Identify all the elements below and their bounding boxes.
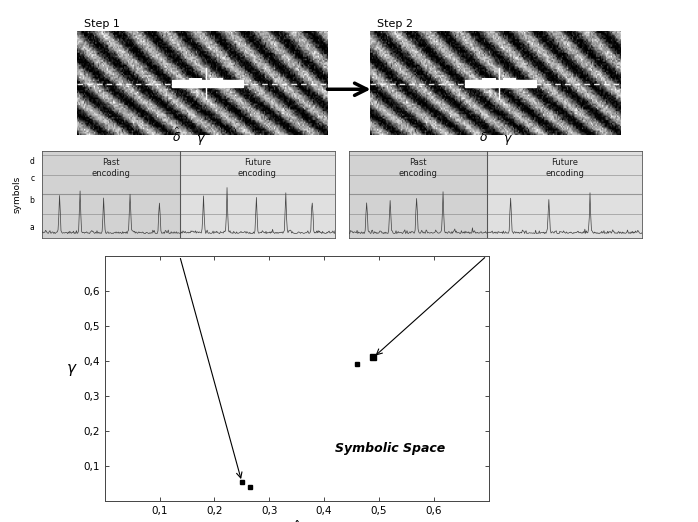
Text: Past
encoding: Past encoding bbox=[91, 158, 131, 177]
Text: $\gamma$: $\gamma$ bbox=[503, 133, 513, 147]
X-axis label: $\hat{\delta}$: $\hat{\delta}$ bbox=[291, 519, 302, 522]
Bar bbox=[179, 151, 335, 238]
Text: Future
encoding: Future encoding bbox=[545, 158, 584, 177]
Bar bbox=[487, 151, 642, 238]
Text: b: b bbox=[30, 196, 34, 205]
Bar bbox=[172, 80, 243, 87]
Text: FE: FE bbox=[210, 78, 223, 88]
Text: Symbolic Space: Symbolic Space bbox=[335, 442, 445, 455]
Text: c: c bbox=[31, 174, 34, 183]
Text: Future
encoding: Future encoding bbox=[238, 158, 277, 177]
Text: $\gamma$: $\gamma$ bbox=[195, 133, 206, 147]
Y-axis label: $\gamma$: $\gamma$ bbox=[66, 362, 78, 378]
Text: Step 1: Step 1 bbox=[84, 19, 119, 29]
Text: $\hat{\delta}$: $\hat{\delta}$ bbox=[479, 127, 488, 145]
Text: PE: PE bbox=[482, 78, 496, 88]
Bar bbox=[466, 80, 536, 87]
Text: Past
encoding: Past encoding bbox=[399, 158, 438, 177]
Text: a: a bbox=[30, 223, 34, 232]
Text: $\hat{\delta}$: $\hat{\delta}$ bbox=[172, 127, 181, 145]
Text: d: d bbox=[30, 157, 34, 166]
Bar bbox=[349, 151, 487, 238]
Bar bbox=[42, 151, 179, 238]
Text: PE: PE bbox=[188, 78, 202, 88]
Text: Step 2: Step 2 bbox=[377, 19, 413, 29]
Text: FE: FE bbox=[503, 78, 517, 88]
Text: symbols: symbols bbox=[13, 176, 22, 213]
